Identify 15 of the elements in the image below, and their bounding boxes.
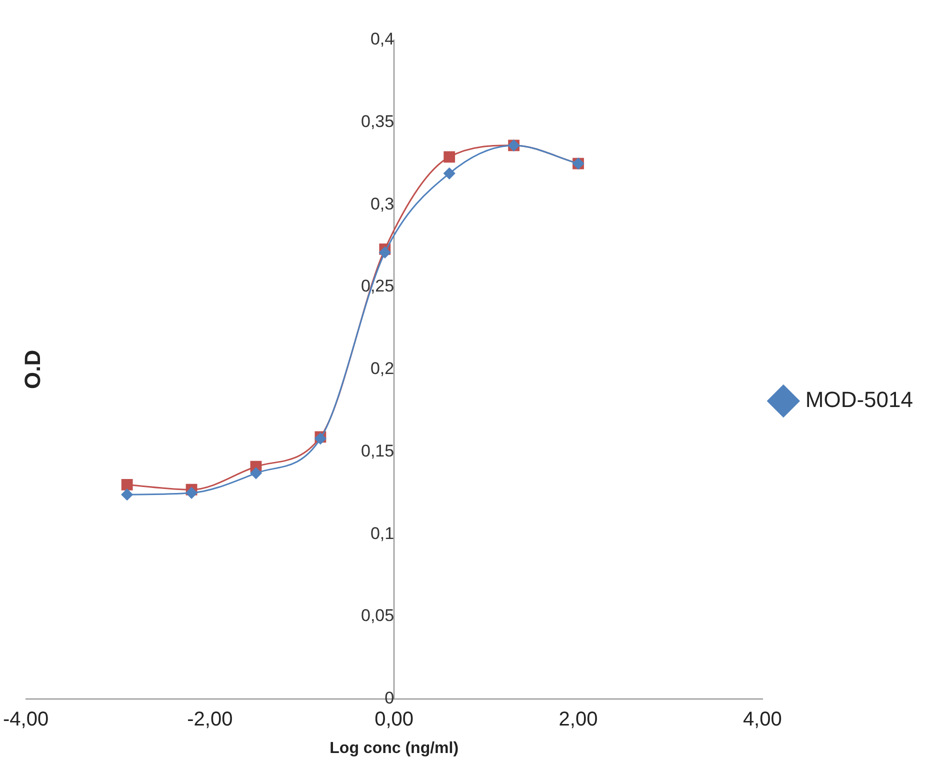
y-tick-label: 0,2 xyxy=(370,359,394,378)
y-tick-label: 0,1 xyxy=(370,524,394,543)
y-axis-title: O.D xyxy=(20,350,45,389)
y-tick-label: 0,35 xyxy=(361,112,394,132)
x-axis-title: Log conc (ng/ml) xyxy=(330,740,459,757)
y-tick-label: 0,15 xyxy=(361,441,394,460)
legend-label: MOD-5014 xyxy=(805,387,913,412)
x-tick-label: 4,00 xyxy=(742,708,782,730)
x-tick-label: -4,00 xyxy=(2,708,49,730)
y-tick-label: 0,3 xyxy=(370,194,394,214)
x-tick-label: 2,00 xyxy=(558,708,598,730)
x-tick-label: -2,00 xyxy=(187,708,233,730)
y-tick-label: 0,05 xyxy=(361,606,394,626)
x-tick-label: 0,00 xyxy=(374,708,414,730)
y-tick-label: 0,4 xyxy=(370,30,394,49)
